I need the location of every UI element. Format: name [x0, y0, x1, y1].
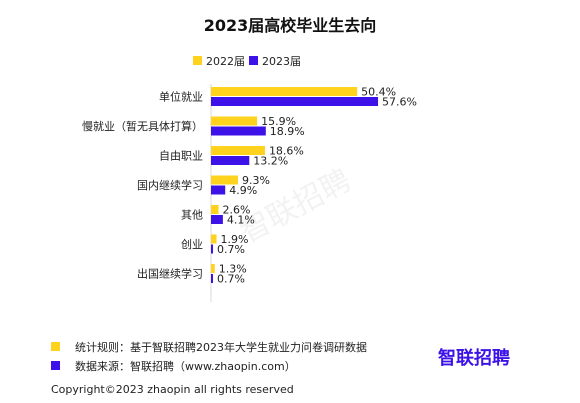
- category-label: 出国继续学习: [137, 267, 203, 281]
- chart-title: 2023届高校毕业生去向: [204, 16, 377, 35]
- value-label-2022: 50.4%: [361, 86, 396, 99]
- source-note-square: [51, 361, 60, 370]
- value-label-2023: 4.9%: [229, 184, 257, 197]
- bar-2023: [211, 244, 214, 254]
- legend-label-2022: 2022届: [206, 55, 245, 68]
- brand-logo: 智联招聘: [438, 347, 510, 369]
- value-label-2023: 18.9%: [270, 125, 305, 138]
- value-label-2022: 9.3%: [242, 174, 270, 187]
- legend-swatch-2022: [193, 56, 202, 65]
- value-label-2022: 18.6%: [269, 145, 304, 158]
- bar-2022: [211, 116, 258, 126]
- legend-swatch-2023: [249, 56, 258, 65]
- rule-note-square: [51, 342, 60, 351]
- category-label: 单位就业: [159, 90, 203, 104]
- bar-2022: [211, 87, 358, 96]
- category-label: 慢就业（暂无具体打算）: [82, 119, 203, 133]
- category-label: 其他: [181, 209, 203, 222]
- value-label-2022: 1.9%: [221, 233, 249, 246]
- legend-label-2023: 2023届: [262, 55, 301, 68]
- value-label-2023: 4.1%: [227, 214, 255, 227]
- category-label: 创业: [181, 238, 203, 251]
- value-label-2022: 1.3%: [219, 263, 247, 276]
- rule-note: 统计规则：基于智联招聘2023年大学生就业力问卷调研数据: [75, 340, 367, 354]
- bar-2022: [211, 264, 215, 273]
- value-label-2023: 13.2%: [253, 155, 288, 168]
- bar-2023: [211, 274, 214, 283]
- category-label: 国内继续学习: [137, 178, 203, 192]
- bar-2023: [211, 126, 266, 136]
- value-label-2023: 0.7%: [217, 243, 245, 256]
- bar-2022: [211, 205, 219, 214]
- bar-2022: [211, 146, 265, 155]
- value-label-2022: 2.6%: [223, 204, 251, 217]
- category-label: 自由职业: [159, 149, 203, 163]
- value-label-2022: 15.9%: [261, 115, 296, 128]
- bar-2022: [211, 234, 217, 244]
- value-label-2023: 0.7%: [217, 273, 245, 286]
- bar-2023: [211, 156, 250, 165]
- copyright: Copyright©2023 zhaopin all rights reserv…: [51, 383, 294, 396]
- bar-2022: [211, 175, 238, 185]
- value-label-2023: 57.6%: [382, 96, 417, 109]
- legend: 2022届 2023届: [193, 55, 301, 68]
- bar-2023: [211, 215, 223, 224]
- plot-area: 单位就业 50.4%57.6% 慢就业（暂无具体打算） 15.9%18.9% 自由职业 1…: [82, 86, 417, 286]
- bar-2023: [211, 185, 226, 195]
- bar-2023: [211, 97, 379, 106]
- source-note: 数据来源：智联招聘（www.zhaopin.com）: [75, 359, 296, 373]
